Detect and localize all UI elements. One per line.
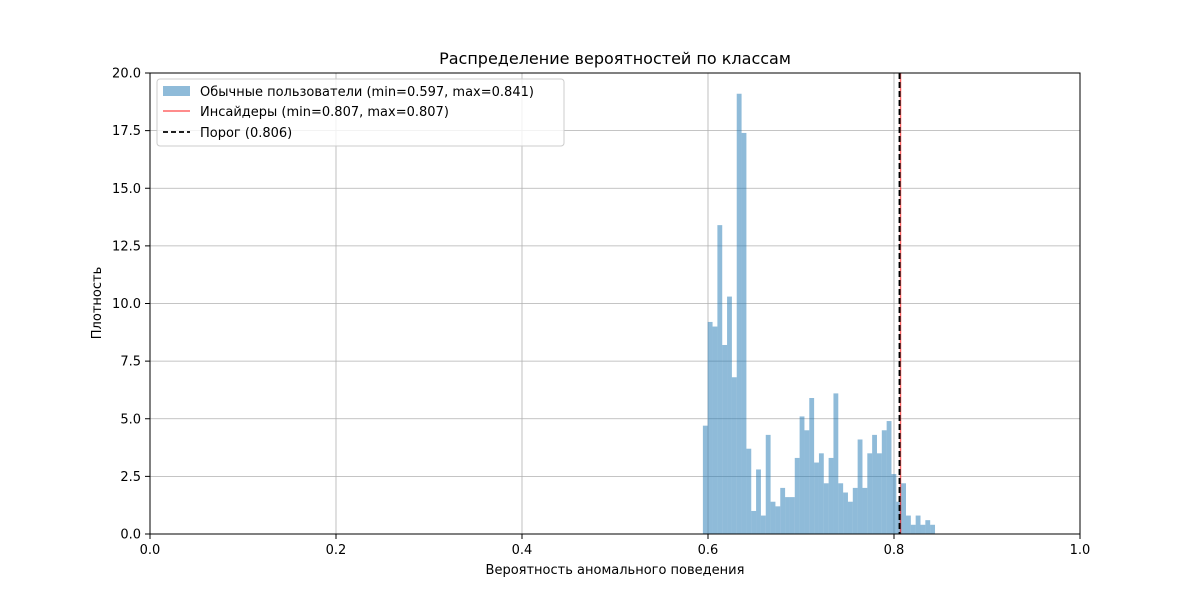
histogram-bar xyxy=(702,425,708,534)
legend-label-histogram: Обычные пользователи (min=0.597, max=0.8… xyxy=(200,85,534,100)
histogram-bar xyxy=(736,93,742,535)
x-tick-label: 0.2 xyxy=(326,543,347,558)
histogram-bar xyxy=(838,483,844,534)
legend-label-threshold: Порог (0.806) xyxy=(200,126,292,141)
histogram-bar xyxy=(847,501,853,534)
histogram-bar xyxy=(876,453,882,534)
histogram-bar xyxy=(828,457,834,534)
histogram-bar xyxy=(775,506,781,534)
y-axis-label: Плотность xyxy=(90,267,105,339)
histogram-bar xyxy=(881,430,887,534)
histogram-bar xyxy=(785,497,790,534)
x-tick-label: 0.4 xyxy=(512,543,533,558)
histogram-bar xyxy=(707,321,713,534)
y-tick-label: 0.0 xyxy=(120,528,141,543)
axis-ticks: 0.0 0.2 0.4 0.6 0.8 1.0 0.0 2.5 5.0 7.5 10.0 12.5 15… xyxy=(112,67,1090,559)
histogram-bar xyxy=(930,524,936,534)
y-tick-label: 12.5 xyxy=(112,239,141,254)
histogram-bar xyxy=(794,457,800,534)
histogram-bar xyxy=(727,296,732,534)
histogram-bar xyxy=(809,398,815,534)
histogram-bar xyxy=(799,416,805,534)
histogram-bar xyxy=(843,492,848,534)
x-tick-label: 0.6 xyxy=(698,543,719,558)
histogram-bar xyxy=(910,524,916,534)
histogram-bars xyxy=(702,93,936,535)
histogram-bar xyxy=(891,474,897,534)
legend-label-insiders: Инсайдеры (min=0.807, max=0.807) xyxy=(200,105,449,120)
histogram-bar xyxy=(823,483,829,534)
y-tick-label: 7.5 xyxy=(120,355,141,370)
histogram-bar xyxy=(741,132,747,534)
histogram-bar xyxy=(760,515,766,534)
histogram-bar xyxy=(872,434,877,534)
x-tick-label: 0.8 xyxy=(884,543,905,558)
histogram-bar xyxy=(712,326,718,534)
histogram-bar xyxy=(751,510,757,534)
y-tick-label: 15.0 xyxy=(112,182,141,197)
histogram-bar xyxy=(780,487,786,534)
legend-box xyxy=(156,78,565,147)
histogram-bar xyxy=(833,393,839,534)
histogram-bar xyxy=(925,520,931,534)
x-tick-label: 1.0 xyxy=(1070,543,1091,558)
histogram-bar xyxy=(789,497,795,534)
histogram-bar xyxy=(915,515,921,534)
histogram-bar xyxy=(886,421,892,534)
x-tick-label: 0.0 xyxy=(140,543,161,558)
histogram-bar xyxy=(920,524,926,534)
legend: Обычные пользователи (min=0.597, max=0.8… xyxy=(156,78,565,147)
y-tick-label: 5.0 xyxy=(120,412,141,427)
histogram-bar xyxy=(731,377,737,534)
histogram-bar xyxy=(804,430,810,534)
y-tick-label: 17.5 xyxy=(112,124,141,139)
histogram-bar xyxy=(765,434,771,534)
x-axis-label: Вероятность аномального поведения xyxy=(486,563,745,578)
histogram-bar xyxy=(852,487,858,534)
histogram-bar xyxy=(901,483,906,534)
histogram-bar xyxy=(722,344,728,534)
histogram-bar xyxy=(905,515,911,534)
histogram-bar xyxy=(862,487,868,534)
histogram-bar xyxy=(756,469,761,534)
histogram-bar xyxy=(814,462,819,534)
histogram-bar xyxy=(746,448,752,534)
histogram-bar xyxy=(770,501,776,534)
legend-swatch-histogram xyxy=(163,86,190,96)
y-tick-label: 20.0 xyxy=(112,67,141,82)
y-tick-label: 10.0 xyxy=(112,297,141,312)
y-tick-label: 2.5 xyxy=(120,470,141,485)
histogram-bar xyxy=(818,453,824,534)
histogram-bar xyxy=(867,453,873,534)
vertical-lines xyxy=(898,73,902,534)
histogram-bar xyxy=(857,439,863,534)
histogram-bar xyxy=(717,225,723,534)
chart-title: Распределение вероятностей по классам xyxy=(439,49,791,68)
